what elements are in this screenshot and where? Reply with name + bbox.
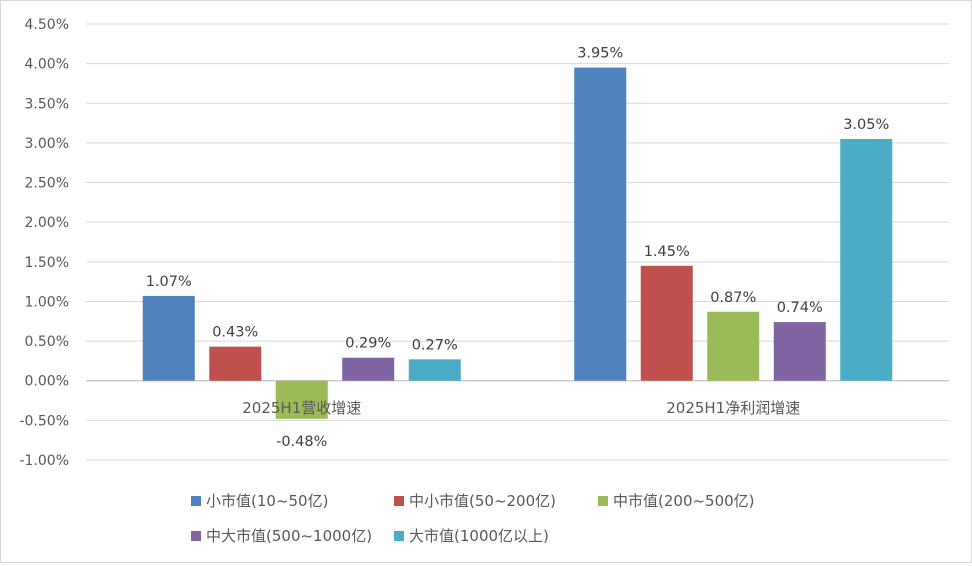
bar (640, 265, 693, 381)
x-category-label: 2025H1营收增速 (242, 399, 361, 417)
bar (840, 138, 893, 381)
y-tick-label: -1.00% (19, 453, 69, 469)
legend-item: 中大市值(500~1000亿) (191, 527, 372, 545)
legend-item: 大市值(1000亿以上) (394, 527, 549, 545)
data-label: 3.05% (843, 117, 889, 133)
legend-label: 中小市值(50~200亿) (409, 492, 556, 510)
legend-swatch (394, 531, 404, 541)
legend-swatch (394, 496, 404, 506)
y-tick-label: 2.00% (25, 215, 69, 231)
data-label: -0.48% (276, 434, 327, 450)
data-label: 0.27% (412, 337, 458, 353)
y-tick-label: -0.50% (19, 413, 69, 429)
legend-item: 中市值(200~500亿) (598, 492, 755, 510)
bar (342, 357, 395, 381)
y-tick-label: 4.50% (25, 17, 69, 33)
legend-item: 小市值(10~50亿) (191, 492, 328, 510)
legend-label: 小市值(10~50亿) (206, 492, 328, 510)
y-tick-label: 0.00% (25, 374, 69, 390)
data-label: 1.45% (644, 244, 690, 260)
bar (142, 295, 195, 381)
legend-label: 中大市值(500~1000亿) (206, 527, 372, 545)
bar (275, 380, 328, 419)
bar (773, 322, 826, 381)
bars (142, 67, 893, 419)
data-label: 3.95% (577, 46, 623, 62)
x-axis-categories: 2025H1营收增速 2025H1净利润增速 (242, 399, 800, 417)
y-tick-label: 4.00% (25, 57, 69, 73)
legend-swatch (598, 496, 608, 506)
bar (408, 359, 461, 381)
legend-label: 中市值(200~500亿) (613, 492, 755, 510)
data-label: 0.43% (212, 325, 258, 341)
data-labels: 1.07% 0.43% -0.48% 0.29% 0.27% 3.95% 1.45% 0.87… (146, 46, 890, 450)
y-tick-label: 3.50% (25, 96, 69, 112)
y-tick-label: 3.00% (25, 136, 69, 152)
legend-swatch (191, 496, 201, 506)
data-label: 0.87% (710, 290, 756, 306)
legend-item: 中小市值(50~200亿) (394, 492, 556, 510)
bar (209, 346, 262, 381)
y-tick-label: 2.50% (25, 176, 69, 192)
bar (707, 311, 760, 381)
x-category-label: 2025H1净利润增速 (666, 399, 800, 417)
data-label: 1.07% (146, 274, 192, 290)
legend-swatch (191, 531, 201, 541)
y-axis-ticks: 4.50% 4.00% 3.50% 3.00% 2.50% 2.00% 1.50% 1.00%… (19, 17, 69, 469)
bar (574, 67, 627, 381)
y-tick-label: 0.50% (25, 334, 69, 350)
legend-label: 大市值(1000亿以上) (409, 527, 549, 545)
data-label: 0.29% (345, 336, 391, 352)
y-tick-label: 1.50% (25, 255, 69, 271)
gridlines (86, 23, 949, 461)
data-label: 0.74% (777, 300, 823, 316)
y-tick-label: 1.00% (25, 294, 69, 310)
legend: 小市值(10~50亿) 中小市值(50~200亿) 中市值(200~500亿) 中大市… (191, 492, 755, 545)
